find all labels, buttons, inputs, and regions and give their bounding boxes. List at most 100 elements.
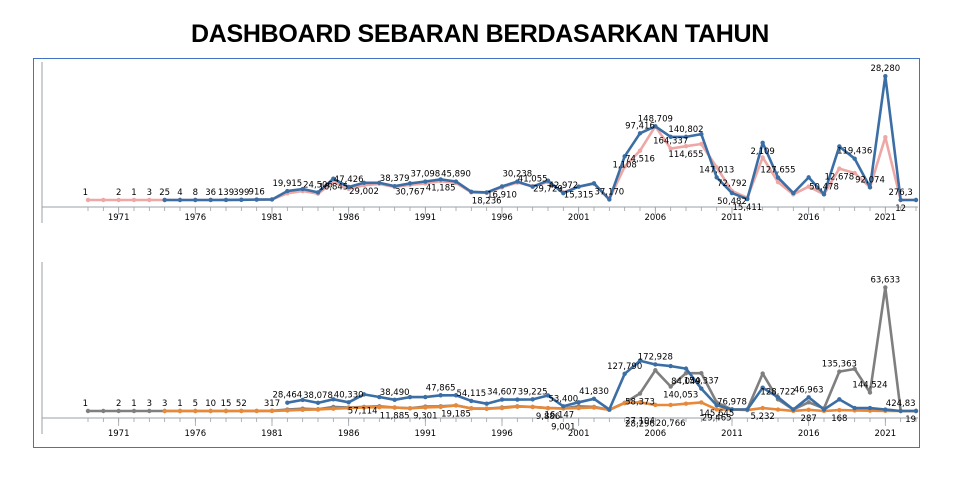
data-point-series-blue <box>346 400 351 405</box>
data-point-series-blue <box>499 397 505 402</box>
data-label: 50,478 <box>809 182 839 192</box>
x-tick-label: 1986 <box>338 429 360 439</box>
data-label: 12,678 <box>824 173 854 183</box>
data-point-series-gray <box>131 408 137 414</box>
data-label: 8 <box>193 188 198 198</box>
data-label: 135,363 <box>822 360 857 370</box>
data-point-series-a <box>407 181 413 186</box>
data-label: 28,280 <box>870 64 900 74</box>
data-point-series-a <box>545 178 551 183</box>
data-label: 72,792 <box>717 179 747 189</box>
data-label: 41,830 <box>579 387 609 397</box>
data-label: 52 <box>236 399 247 409</box>
series-line-series-blue <box>287 359 916 413</box>
data-point-series-blue <box>545 393 551 398</box>
data-label: 15,315 <box>564 191 594 201</box>
x-tick-label: 2021 <box>875 213 897 223</box>
data-point-series-a <box>561 190 566 196</box>
x-tick-label: 1991 <box>415 429 437 439</box>
data-point-series-blue <box>883 407 888 412</box>
data-point-series-gray <box>806 400 811 405</box>
data-label: 18,236 <box>472 196 502 206</box>
data-point-series-blue <box>668 363 673 369</box>
data-point-series-a <box>913 197 919 203</box>
data-point-series-a <box>821 192 827 197</box>
data-label: 2 <box>116 399 121 409</box>
data-point-series-b <box>622 164 627 169</box>
data-point-series-blue <box>806 395 811 400</box>
data-point-series-b <box>101 197 106 203</box>
data-point-series-blue <box>714 402 719 408</box>
data-label: 45,890 <box>441 170 471 180</box>
x-tick-label: 2016 <box>798 213 820 223</box>
data-label: 15,411 <box>732 203 762 213</box>
data-point-series-a <box>607 197 612 202</box>
data-point-series-gray <box>883 285 888 290</box>
data-label: 54,115 <box>456 389 486 399</box>
data-point-series-a <box>392 184 397 189</box>
data-label: 37,098 <box>410 170 440 180</box>
data-point-series-blue <box>377 394 382 400</box>
data-point-series-blue <box>361 392 367 397</box>
data-label: 38,379 <box>380 174 410 184</box>
data-label: 3 <box>162 399 167 409</box>
data-point-series-orange <box>637 400 643 405</box>
x-tick-label: 2001 <box>568 429 590 439</box>
data-point-series-gray <box>852 366 857 372</box>
data-point-series-orange <box>775 407 781 412</box>
data-point-series-a <box>208 197 213 203</box>
data-label: 74,516 <box>625 155 655 165</box>
dashboard-title: DASHBOARD SEBARAN BERDASARKAN TAHUN <box>191 20 769 48</box>
data-label: 41,055 <box>518 175 548 185</box>
data-point-series-b <box>683 144 689 149</box>
data-point-series-b <box>85 197 91 203</box>
data-label: 4 <box>177 188 182 198</box>
data-label: 58,373 <box>625 398 655 408</box>
data-point-series-blue <box>898 408 903 414</box>
data-label: 53,400 <box>548 394 578 404</box>
data-point-series-blue <box>438 393 443 398</box>
data-label: 144,524 <box>852 380 887 390</box>
data-label: 19,915 <box>272 179 302 189</box>
data-point-series-b <box>760 155 765 160</box>
data-label: 19,185 <box>441 409 471 419</box>
data-point-series-a <box>683 134 689 140</box>
data-label: 168 <box>831 414 847 424</box>
data-point-series-gray <box>85 408 91 414</box>
data-point-series-a <box>193 197 198 203</box>
data-label: 119,436 <box>837 147 872 157</box>
data-point-series-orange <box>162 408 167 414</box>
x-tick-label: 1981 <box>261 429 283 439</box>
data-label: 57,114 <box>348 406 378 416</box>
data-point-series-blue <box>285 400 290 405</box>
data-point-series-orange <box>653 402 658 408</box>
data-point-series-b <box>131 197 137 203</box>
x-tick-label: 1971 <box>108 429 130 439</box>
data-point-series-a <box>423 179 428 184</box>
data-point-series-orange <box>361 405 367 410</box>
data-point-series-blue <box>591 396 597 402</box>
data-point-series-orange <box>193 408 198 414</box>
data-point-series-orange <box>806 407 811 413</box>
data-point-series-orange <box>499 405 505 411</box>
data-point-series-orange <box>837 407 842 413</box>
data-point-series-blue <box>331 397 336 402</box>
data-label: 41,185 <box>426 183 456 193</box>
data-label: 16,147 <box>544 410 574 420</box>
data-point-series-orange <box>530 404 535 410</box>
data-label: 1 <box>83 188 88 198</box>
data-point-series-blue <box>837 397 842 402</box>
data-point-series-blue <box>760 385 765 390</box>
data-point-series-orange <box>407 406 413 411</box>
data-point-series-blue <box>913 408 919 414</box>
x-tick-label: 2011 <box>721 213 743 223</box>
data-label: 140,053 <box>663 391 698 401</box>
data-point-series-gray <box>760 371 765 376</box>
data-point-series-blue <box>484 401 489 406</box>
data-point-series-blue <box>699 386 704 391</box>
data-label: 16,910 <box>487 190 517 200</box>
data-point-series-a <box>515 179 520 184</box>
data-label: 9,301 <box>413 412 437 422</box>
data-point-series-a <box>377 180 382 185</box>
